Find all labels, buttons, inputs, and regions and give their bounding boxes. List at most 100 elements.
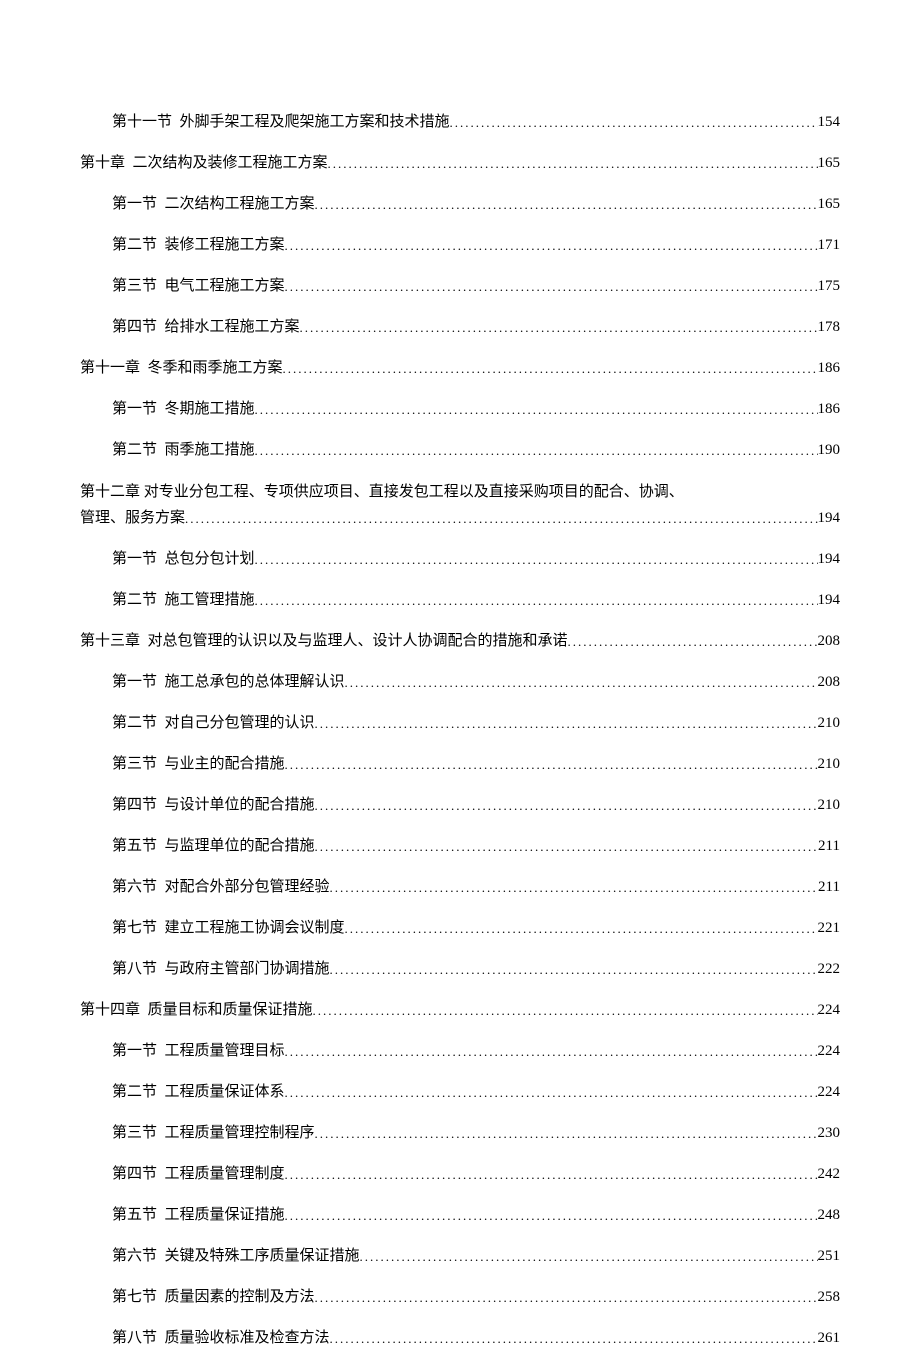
toc-entry-title: 施工管理措施 [165, 588, 255, 612]
toc-page-number: 251 [818, 1244, 841, 1268]
toc-entry-label: 第四节 [112, 1162, 157, 1186]
toc-leader-dots [283, 359, 818, 380]
toc-entry-label: 第一节 [112, 1039, 157, 1063]
toc-entry-gap [157, 547, 165, 571]
toc-entry-title: 管理、服务方案 [80, 506, 185, 530]
table-of-contents: 第十一节 外脚手架工程及爬架施工方案和技术措施154第十章 二次结构及装修工程施… [80, 110, 840, 1350]
toc-entry-gap [157, 233, 165, 257]
toc-entry-title: 外脚手架工程及爬架施工方案和技术措施 [180, 110, 450, 134]
toc-entry-label: 第一节 [112, 670, 157, 694]
toc-page-number: 210 [818, 752, 841, 776]
toc-page-number: 194 [818, 506, 841, 530]
toc-section-entry: 第八节 与政府主管部门协调措施 222 [80, 957, 840, 981]
toc-section-entry: 第七节 建立工程施工协调会议制度 221 [80, 916, 840, 940]
toc-section-entry: 第四节 工程质量管理制度 242 [80, 1162, 840, 1186]
toc-entry-label: 第八节 [112, 957, 157, 981]
toc-page-number: 221 [818, 916, 841, 940]
toc-page-number: 224 [818, 1080, 841, 1104]
toc-leader-dots [285, 236, 818, 257]
toc-page-number: 248 [818, 1203, 841, 1227]
toc-section-entry: 第二节 工程质量保证体系 224 [80, 1080, 840, 1104]
toc-entry-label: 第四节 [112, 315, 157, 339]
toc-entry-gap [172, 110, 180, 134]
toc-page-number: 211 [818, 875, 840, 899]
toc-leader-dots [315, 1124, 818, 1145]
toc-leader-dots [300, 318, 818, 339]
toc-entry-gap [157, 916, 165, 940]
toc-entry-gap [157, 315, 165, 339]
toc-entry-label: 第十章 [80, 151, 125, 175]
toc-section-entry: 第一节 工程质量管理目标 224 [80, 1039, 840, 1063]
toc-entry-label: 第五节 [112, 1203, 157, 1227]
toc-section-entry: 第四节 与设计单位的配合措施 210 [80, 793, 840, 817]
toc-entry-label: 第二节 [112, 711, 157, 735]
toc-entry-gap [157, 1121, 165, 1145]
toc-leader-dots [315, 1288, 818, 1309]
toc-leader-dots [285, 1165, 818, 1186]
toc-leader-dots [285, 1206, 818, 1227]
toc-entry-title: 与业主的配合措施 [165, 752, 285, 776]
toc-section-entry: 第一节 二次结构工程施工方案 165 [80, 192, 840, 216]
toc-page-number: 190 [818, 438, 841, 462]
toc-entry-title: 与设计单位的配合措施 [165, 793, 315, 817]
toc-entry-title: 总包分包计划 [165, 547, 255, 571]
toc-entry-title: 与政府主管部门协调措施 [165, 957, 330, 981]
toc-section-entry: 第四节 给排水工程施工方案 178 [80, 315, 840, 339]
toc-entry-label: 第二节 [112, 438, 157, 462]
toc-entry-gap [140, 356, 148, 380]
toc-section-entry: 第一节 总包分包计划194 [80, 547, 840, 571]
toc-entry-title: 施工总承包的总体理解认识 [165, 670, 345, 694]
toc-section-entry: 第二节 对自己分包管理的认识 210 [80, 711, 840, 735]
toc-page-number: 208 [818, 670, 841, 694]
toc-entry-title: 质量验收标准及检查方法 [165, 1326, 330, 1350]
toc-page-number: 222 [818, 957, 841, 981]
toc-entry-gap [140, 629, 148, 653]
toc-leader-dots [328, 154, 818, 175]
toc-page-number: 194 [818, 588, 841, 612]
toc-entry-gap [157, 192, 165, 216]
toc-entry-title: 对配合外部分包管理经验 [165, 875, 330, 899]
toc-entry-title: 工程质量管理目标 [165, 1039, 285, 1063]
toc-entry-label: 第三节 [112, 1121, 157, 1145]
toc-entry-title: 冬期施工措施 [165, 397, 255, 421]
toc-entry-title: 给排水工程施工方案 [165, 315, 300, 339]
toc-page-number: 224 [818, 1039, 841, 1063]
toc-entry-label: 第三节 [112, 752, 157, 776]
toc-chapter-entry: 第十一章 冬季和雨季施工方案 186 [80, 356, 840, 380]
toc-entry-gap [157, 588, 165, 612]
toc-page-number: 242 [818, 1162, 841, 1186]
toc-entry-title: 工程质量保证措施 [165, 1203, 285, 1227]
toc-entry-title: 工程质量管理控制程序 [165, 1121, 315, 1145]
toc-leader-dots [255, 550, 818, 571]
toc-page-number: 178 [818, 315, 841, 339]
toc-chapter-entry: 第十二章 对专业分包工程、专项供应项目、直接发包工程以及直接采购项目的配合、协调… [80, 479, 840, 530]
toc-page-number: 210 [818, 711, 841, 735]
toc-entry-gap [157, 438, 165, 462]
toc-page-number: 154 [818, 110, 841, 134]
toc-entry-title: 关键及特殊工序质量保证措施 [165, 1244, 360, 1268]
toc-page-number: 194 [818, 547, 841, 571]
toc-entry-gap [157, 752, 165, 776]
toc-leader-dots [313, 1001, 818, 1022]
toc-entry-label: 第六节 [112, 875, 157, 899]
toc-entry-label: 第七节 [112, 1285, 157, 1309]
toc-section-entry: 第六节 对配合外部分包管理经验 211 [80, 875, 840, 899]
toc-entry-gap [157, 1203, 165, 1227]
toc-page-number: 165 [818, 192, 841, 216]
toc-entry-label: 第二节 [112, 1080, 157, 1104]
toc-section-entry: 第二节 雨季施工措施190 [80, 438, 840, 462]
toc-section-entry: 第三节 与业主的配合措施 210 [80, 752, 840, 776]
toc-page-number: 186 [818, 397, 841, 421]
toc-entry-label: 第十一章 [80, 356, 140, 380]
toc-entry-label: 第一节 [112, 397, 157, 421]
toc-leader-dots [330, 960, 818, 981]
toc-entry-label: 第五节 [112, 834, 157, 858]
toc-entry-label: 第十四章 [80, 998, 140, 1022]
toc-leader-dots [345, 919, 818, 940]
toc-page-number: 165 [818, 151, 841, 175]
toc-leader-dots [315, 837, 819, 858]
toc-section-entry: 第五节 与监理单位的配合措施 211 [80, 834, 840, 858]
toc-entry-title: 质量因素的控制及方法 [165, 1285, 315, 1309]
toc-entry-label: 第七节 [112, 916, 157, 940]
toc-section-entry: 第二节 装修工程施工方案 171 [80, 233, 840, 257]
